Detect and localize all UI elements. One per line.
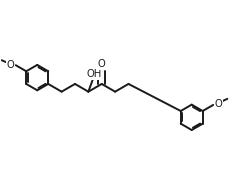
Text: O: O	[98, 59, 106, 69]
Text: O: O	[215, 99, 223, 109]
Text: OH: OH	[86, 69, 102, 79]
Text: O: O	[6, 60, 14, 70]
